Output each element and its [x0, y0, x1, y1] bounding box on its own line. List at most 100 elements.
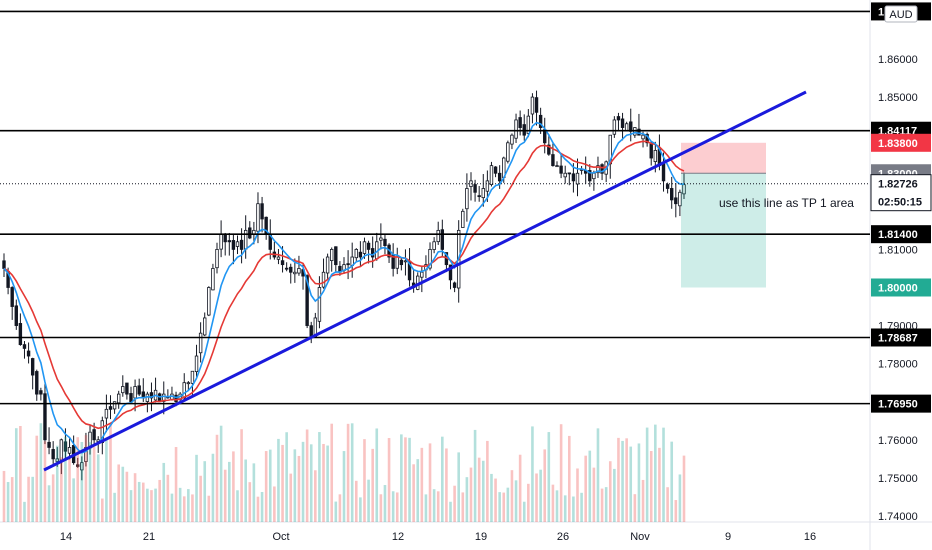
candle-body	[616, 116, 621, 121]
candle-body	[112, 401, 117, 410]
trendline	[43, 90, 807, 472]
y-tick-label: 1.76000	[878, 435, 918, 447]
volume-bar	[39, 423, 43, 522]
volume-bar	[346, 423, 350, 522]
volume-bar	[551, 484, 555, 522]
candle-body	[14, 305, 18, 326]
candle-body	[59, 439, 64, 461]
candle-body	[198, 332, 203, 354]
volume-bar	[535, 473, 538, 522]
volume-bar	[621, 440, 624, 522]
volume-bar	[543, 449, 547, 522]
candle-body	[67, 447, 72, 454]
volume-bar	[682, 455, 686, 522]
candle-body	[436, 229, 440, 243]
level-price-label: 1.81400	[878, 229, 918, 241]
volume-bar	[244, 459, 247, 522]
volume-bar	[125, 471, 129, 522]
candle-body	[555, 165, 559, 168]
current-price-label: 1.82726	[878, 179, 918, 191]
candle-body	[121, 386, 125, 394]
candle-body	[18, 323, 23, 346]
candle-body	[243, 229, 248, 250]
y-tick-label: 1.75000	[878, 473, 918, 485]
volume-bar	[453, 485, 456, 522]
x-tick-label: 21	[143, 531, 155, 543]
volume-bar	[199, 475, 202, 522]
volume-bar	[133, 473, 137, 522]
candle-body	[223, 234, 227, 243]
volume-bar	[195, 454, 198, 522]
volume-bar	[170, 493, 174, 522]
candle-body	[440, 229, 445, 250]
level-price-label-bg	[871, 394, 931, 413]
candle-body	[514, 119, 518, 139]
y-tick-label: 1.78000	[878, 359, 918, 371]
volume-bar	[359, 497, 362, 522]
volume-bar	[432, 489, 436, 522]
candle-body	[600, 164, 604, 174]
volume-bar	[600, 488, 604, 522]
x-tick-label: 16	[804, 531, 816, 543]
volume-bar	[285, 432, 288, 522]
volume-bar	[150, 490, 153, 522]
candle-body	[469, 180, 473, 187]
volume-bar	[178, 487, 182, 522]
volume-bar	[137, 481, 141, 522]
candle-body	[563, 172, 567, 178]
volume-bar	[617, 437, 620, 522]
volume-bar	[592, 467, 596, 522]
candle-body	[149, 392, 154, 399]
candle-body	[43, 393, 47, 441]
candle-body	[137, 385, 141, 395]
candle-body	[211, 268, 215, 291]
volume-bar	[477, 457, 481, 522]
candle-body	[47, 441, 51, 448]
candle-body	[35, 371, 39, 395]
volume-bar	[31, 476, 34, 522]
volume-bar	[141, 482, 145, 522]
volume-bar	[563, 495, 567, 522]
candle-body	[309, 325, 313, 338]
volume-bar	[391, 491, 395, 522]
countdown-label: 02:50:15	[878, 197, 922, 209]
candle-body	[653, 150, 658, 163]
volume-bar	[43, 441, 47, 522]
volume-bar	[379, 494, 383, 522]
volume-bar	[6, 482, 10, 522]
volume-bar	[166, 474, 170, 522]
volume-bar	[625, 438, 628, 522]
volume-bar	[416, 459, 420, 522]
volume-bar	[445, 448, 448, 522]
volume-bar	[72, 478, 75, 522]
volume-bar	[342, 451, 346, 522]
volume-bar	[113, 492, 116, 522]
level-price-label: 1.78687	[878, 332, 918, 344]
candle-body	[481, 188, 485, 199]
candle-body	[510, 134, 514, 145]
fast-moving-average-line	[3, 121, 685, 454]
volume-bar	[326, 445, 329, 522]
candle-body	[678, 191, 682, 207]
candle-body	[182, 382, 186, 399]
candle-body	[551, 154, 555, 167]
volume-bar	[596, 428, 600, 522]
candle-body	[559, 165, 563, 174]
volume-bar	[649, 451, 653, 522]
volume-bar	[584, 455, 587, 522]
volume-bar	[51, 474, 55, 522]
volume-bar	[187, 489, 190, 522]
volume-bar	[60, 457, 63, 522]
candle-body	[674, 197, 678, 205]
volume-bar	[547, 432, 551, 522]
candle-body	[317, 287, 322, 322]
candle-body	[92, 429, 96, 441]
candle-body	[30, 358, 35, 376]
candle-body	[219, 233, 223, 250]
candle-body	[665, 184, 670, 189]
y-tick-label: 1.74000	[878, 511, 918, 523]
candle-body	[461, 210, 465, 228]
volume-bar	[604, 487, 608, 522]
volume-bar	[559, 424, 563, 522]
